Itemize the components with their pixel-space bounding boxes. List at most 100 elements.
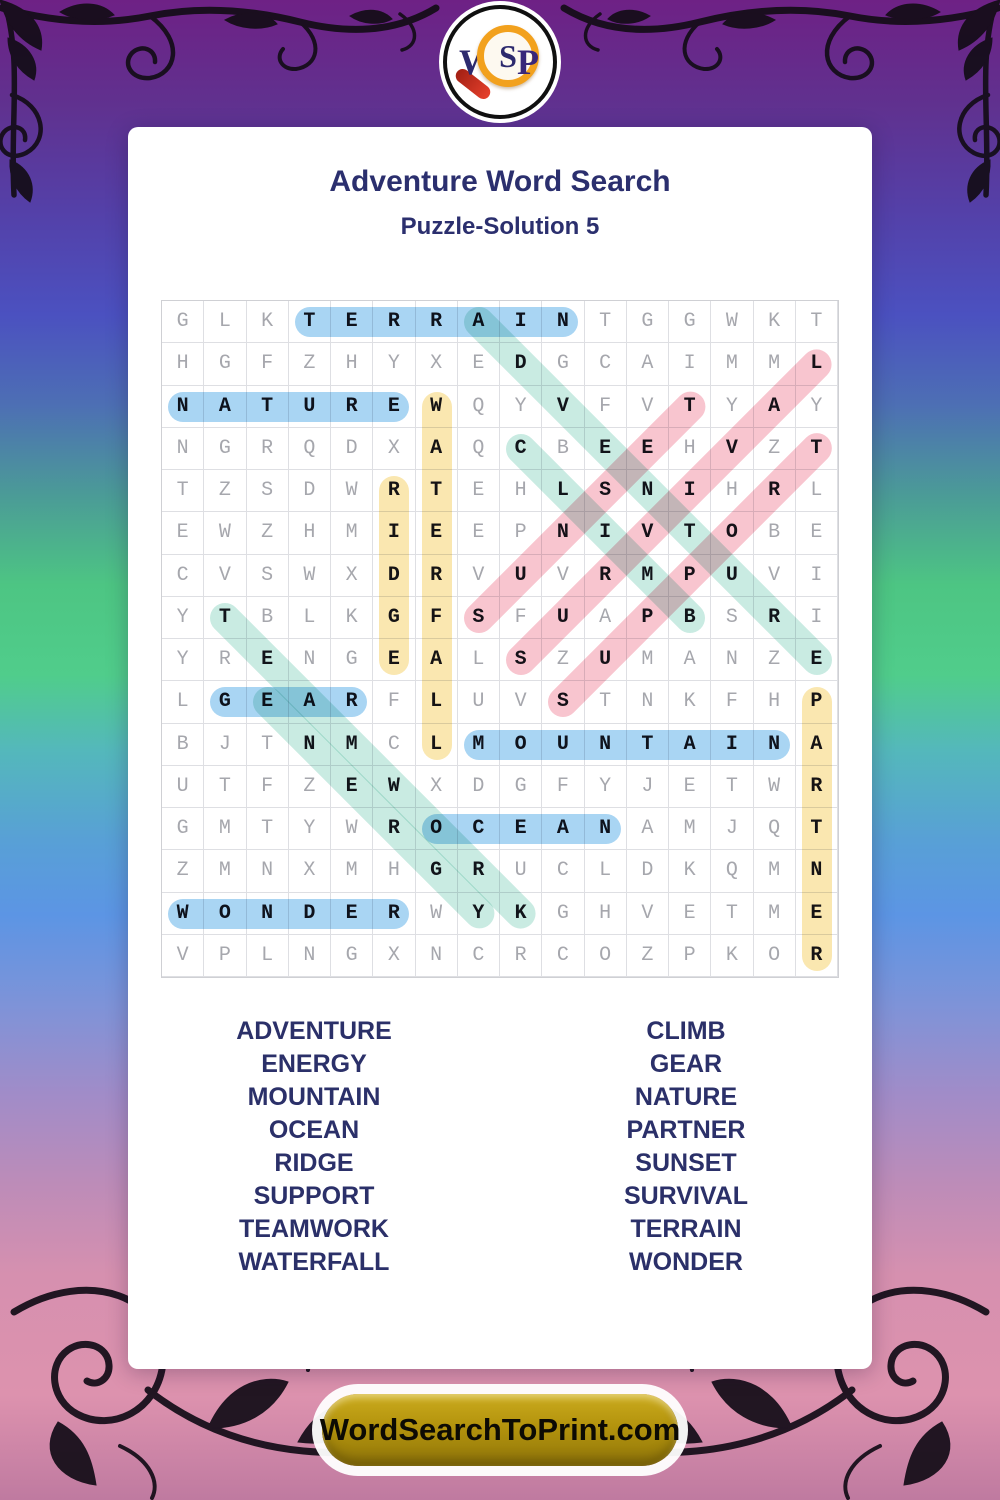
grid-cell: R xyxy=(500,934,543,977)
grid-cell: K xyxy=(669,681,712,724)
grid-cell: A xyxy=(626,343,669,386)
grid-cell: G xyxy=(331,934,374,977)
word-list-item: WONDER xyxy=(629,1248,743,1276)
grid-cell: N xyxy=(795,850,838,893)
grid-cell: T xyxy=(584,681,627,724)
grid-cell: I xyxy=(795,596,838,639)
grid-cell: B xyxy=(753,512,796,555)
grid-cell: R xyxy=(204,639,247,682)
grid-cell: N xyxy=(288,723,331,766)
grid-cell: Z xyxy=(288,343,331,386)
grid-cell: E xyxy=(246,639,289,682)
website-button[interactable]: WordSearchToPrint.com xyxy=(320,1394,680,1466)
grid-cell: X xyxy=(373,934,416,977)
grid-cell: O xyxy=(204,892,247,935)
grid-cell: L xyxy=(584,850,627,893)
grid-cell: E xyxy=(162,512,205,555)
grid-cell: M xyxy=(204,808,247,851)
grid-cell: V xyxy=(711,427,754,470)
grid-cell: F xyxy=(373,681,416,724)
grid-cell: M xyxy=(626,554,669,597)
grid-cell: S xyxy=(500,639,543,682)
grid-cell: T xyxy=(584,301,627,344)
grid-cell: Z xyxy=(204,470,247,513)
grid-cell: E xyxy=(373,385,416,428)
grid-cell: A xyxy=(288,681,331,724)
grid-cell: M xyxy=(626,639,669,682)
grid-cell: N xyxy=(288,934,331,977)
grid-cell: A xyxy=(457,301,500,344)
word-list-item: RIDGE xyxy=(274,1149,354,1177)
word-list-item: MOUNTAIN xyxy=(247,1083,381,1111)
grid-cell: V xyxy=(753,554,796,597)
grid-cell: H xyxy=(288,512,331,555)
grid-cell: D xyxy=(288,892,331,935)
grid-cell: E xyxy=(669,892,712,935)
grid-cell: E xyxy=(331,301,374,344)
grid-cell: W xyxy=(711,301,754,344)
grid-cell: D xyxy=(288,470,331,513)
grid-cell: E xyxy=(457,512,500,555)
word-list-item: TEAMWORK xyxy=(239,1215,389,1243)
grid-cell: G xyxy=(162,301,205,344)
logo-letter-p: P xyxy=(517,42,539,82)
grid-cell: Y xyxy=(500,385,543,428)
grid-cell: R xyxy=(373,301,416,344)
grid-cell: G xyxy=(204,427,247,470)
grid-cell: V xyxy=(542,554,585,597)
grid-cell: B xyxy=(162,723,205,766)
grid-cell: E xyxy=(795,512,838,555)
grid-cell: X xyxy=(288,850,331,893)
grid-cell: W xyxy=(331,470,374,513)
grid-cell: K xyxy=(711,934,754,977)
grid-cell: Z xyxy=(542,639,585,682)
grid-cell: Z xyxy=(626,934,669,977)
grid-cell: G xyxy=(204,343,247,386)
grid-cell: G xyxy=(542,892,585,935)
grid-cell: N xyxy=(584,723,627,766)
grid-cell: V xyxy=(542,385,585,428)
word-list-item: CLIMB xyxy=(646,1017,726,1045)
grid-cell: W xyxy=(415,385,458,428)
grid-cell: R xyxy=(415,301,458,344)
grid-cell: G xyxy=(204,681,247,724)
grid-cell: N xyxy=(162,427,205,470)
grid-cell: H xyxy=(331,343,374,386)
grid-cell: G xyxy=(542,343,585,386)
grid-cell: Z xyxy=(753,427,796,470)
grid-cell: R xyxy=(373,470,416,513)
grid-cell: Y xyxy=(162,596,205,639)
grid-cell: G xyxy=(500,765,543,808)
grid-cell: N xyxy=(711,639,754,682)
grid-cell: H xyxy=(753,681,796,724)
grid-cell: A xyxy=(753,385,796,428)
grid-cell: R xyxy=(795,765,838,808)
word-list-item: SUPPORT xyxy=(253,1182,375,1210)
grid-cell: N xyxy=(542,301,585,344)
grid-cell: O xyxy=(500,723,543,766)
grid-cell: W xyxy=(415,892,458,935)
grid-cell: W xyxy=(331,808,374,851)
grid-cell: Y xyxy=(162,639,205,682)
grid-cell: B xyxy=(669,596,712,639)
grid-cell: E xyxy=(626,427,669,470)
grid-cell: G xyxy=(669,301,712,344)
grid-cell: C xyxy=(584,343,627,386)
grid-cell: T xyxy=(711,892,754,935)
grid-cell: U xyxy=(288,385,331,428)
grid-cell: M xyxy=(753,892,796,935)
grid-cell: Q xyxy=(457,427,500,470)
grid-cell: P xyxy=(626,596,669,639)
grid-cell: Q xyxy=(288,427,331,470)
grid-cell: A xyxy=(542,808,585,851)
grid-cell: X xyxy=(373,427,416,470)
grid-cell: L xyxy=(795,470,838,513)
grid-cell: H xyxy=(162,343,205,386)
grid-cell: J xyxy=(711,808,754,851)
grid-cell: Q xyxy=(711,850,754,893)
grid-cell: M xyxy=(331,512,374,555)
grid-cell: Y xyxy=(373,343,416,386)
